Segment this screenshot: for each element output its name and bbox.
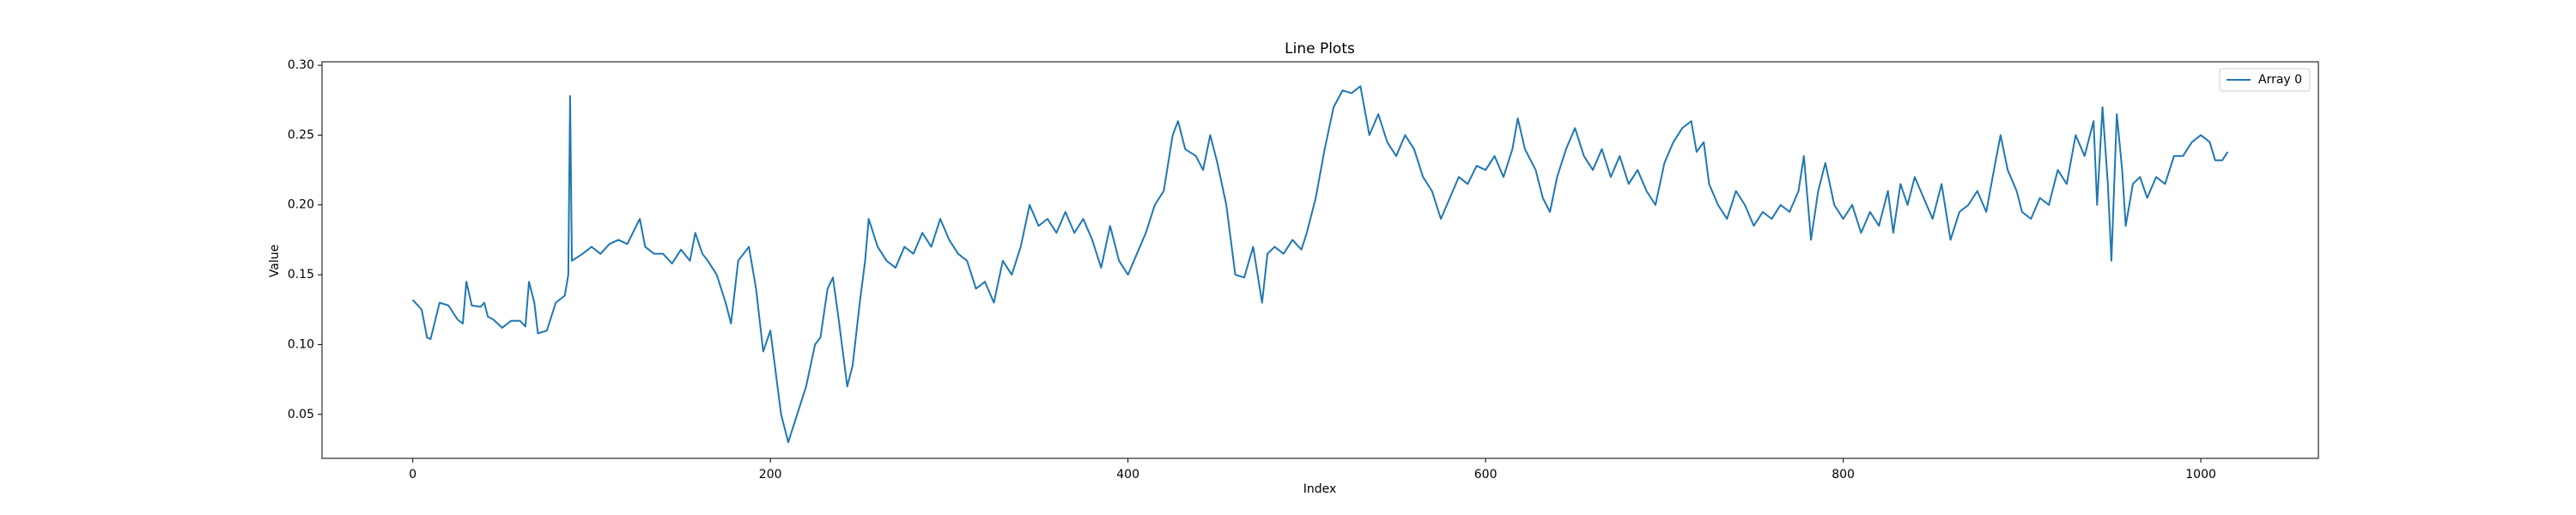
x-tick-label: 0 xyxy=(409,468,416,482)
x-tick-label: 400 xyxy=(1116,468,1139,482)
y-tick-label: 0.25 xyxy=(288,128,314,142)
x-tick-label: 800 xyxy=(1832,468,1855,482)
legend-label: Array 0 xyxy=(2258,73,2302,87)
y-tick-label: 0.20 xyxy=(288,198,314,212)
chart-title: Line Plots xyxy=(1285,40,1355,58)
y-tick-label: 0.30 xyxy=(288,58,314,72)
data-line xyxy=(411,85,2229,444)
x-tick-label: 1000 xyxy=(2185,468,2216,482)
y-tick-label: 0.15 xyxy=(288,268,314,282)
y-tick-label: 0.10 xyxy=(288,337,314,351)
legend-box xyxy=(2219,68,2311,92)
x-axis-label: Index xyxy=(1303,482,1337,496)
y-tick-label: 0.05 xyxy=(288,408,314,421)
y-axis-label: Value xyxy=(268,245,282,277)
x-tick-label: 600 xyxy=(1474,468,1498,482)
x-tick-label: 200 xyxy=(759,468,782,482)
plot-frame xyxy=(321,61,2319,459)
